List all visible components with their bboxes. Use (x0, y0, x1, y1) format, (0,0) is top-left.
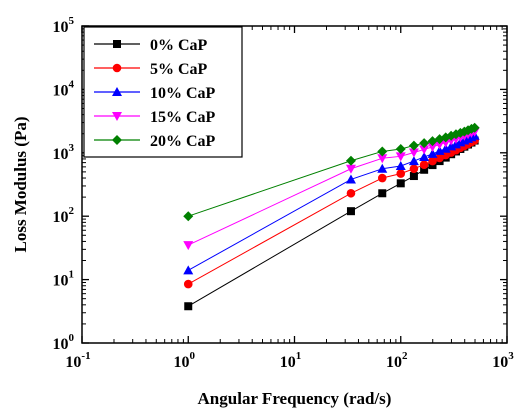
y-tick-label: 103 (53, 142, 75, 163)
data-point (377, 154, 388, 164)
data-point (377, 173, 387, 183)
legend-item: 5% CaP (94, 61, 208, 78)
x-tick-label: 102 (386, 350, 408, 371)
legend-label: 5% CaP (150, 61, 208, 78)
data-point (345, 164, 356, 174)
x-tick-label: 101 (280, 350, 302, 371)
data-point (408, 148, 419, 158)
legend-item: 10% CaP (94, 85, 216, 102)
data-point (434, 140, 445, 150)
data-point (395, 152, 406, 162)
y-axis-title: Loss Modulus (Pa) (11, 116, 30, 252)
data-point (346, 207, 355, 216)
legend-item: 20% CaP (94, 133, 216, 150)
legend-label: 0% CaP (150, 37, 208, 54)
data-point (184, 302, 193, 311)
y-tick-label: 100 (53, 332, 75, 353)
data-point (427, 136, 438, 147)
series-4 (183, 122, 480, 222)
x-tick-label: 103 (492, 350, 514, 371)
data-point (395, 160, 406, 170)
data-point (183, 241, 194, 251)
legend-marker (112, 63, 122, 73)
data-point (377, 163, 388, 173)
data-point (377, 146, 388, 157)
series-2 (183, 130, 480, 275)
legend-label: 15% CaP (150, 109, 216, 126)
data-point (345, 174, 356, 184)
data-point (183, 279, 193, 289)
x-tick-label: 100 (174, 350, 196, 371)
data-point (396, 179, 405, 188)
data-point (183, 211, 194, 222)
data-point (408, 140, 419, 151)
data-point (428, 156, 437, 166)
legend-marker (112, 135, 122, 145)
series-1 (183, 136, 479, 289)
legend-marker (113, 40, 121, 48)
data-point (346, 188, 356, 198)
data-point (183, 265, 194, 275)
legend-label: 10% CaP (150, 85, 216, 102)
data-point (396, 169, 406, 178)
data-series (183, 122, 480, 311)
data-point (440, 143, 451, 153)
data-point (440, 138, 451, 148)
data-point (419, 145, 430, 155)
data-point (419, 151, 430, 161)
data-point (345, 155, 356, 166)
legend-item: 0% CaP (94, 37, 208, 54)
data-point (408, 156, 419, 166)
x-axis-title: Angular Frequency (rad/s) (198, 389, 392, 408)
legend-item: 15% CaP (94, 109, 216, 126)
y-tick-label: 101 (53, 269, 75, 290)
legend: 0% CaP 5% CaP 10% CaP 15% CaP 20% CaP (83, 26, 243, 158)
data-point (420, 165, 429, 174)
y-tick-label: 102 (53, 205, 75, 226)
data-point (409, 164, 419, 174)
data-point (427, 142, 438, 152)
legend-marker (112, 112, 122, 121)
data-point (469, 122, 480, 133)
data-point (378, 189, 387, 198)
legend-label: 20% CaP (150, 133, 216, 150)
data-point (395, 143, 406, 154)
data-point (419, 138, 430, 149)
y-tick-label: 104 (53, 78, 75, 99)
data-point (419, 160, 429, 169)
y-tick-label: 105 (53, 15, 75, 36)
data-point (427, 148, 438, 158)
legend-marker (112, 87, 122, 96)
data-point (409, 172, 418, 181)
data-point (459, 126, 470, 137)
x-tick-label: 10-1 (65, 350, 90, 371)
